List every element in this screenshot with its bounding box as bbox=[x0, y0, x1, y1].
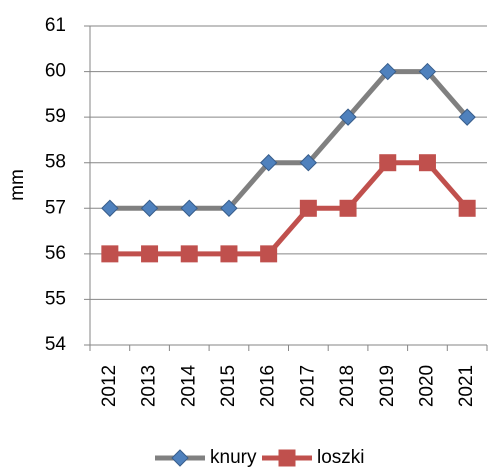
marker bbox=[379, 62, 397, 81]
y-tick-label: 57 bbox=[45, 197, 66, 218]
x-tick-label: 2013 bbox=[139, 365, 160, 407]
y-axis-label: mm bbox=[7, 169, 28, 201]
marker bbox=[101, 245, 119, 263]
y-tick-label: 56 bbox=[45, 243, 66, 264]
y-tick-label: 58 bbox=[45, 152, 66, 173]
marker bbox=[379, 154, 397, 172]
legend-label: loszki bbox=[317, 447, 365, 468]
marker bbox=[458, 199, 476, 217]
marker bbox=[140, 199, 159, 217]
y-tick-label: 55 bbox=[45, 288, 66, 309]
marker bbox=[180, 245, 198, 263]
y-tick-label: 59 bbox=[45, 106, 66, 127]
marker bbox=[299, 154, 318, 172]
series-line bbox=[109, 160, 470, 257]
legend-label: knury bbox=[210, 447, 257, 468]
x-tick-label: 2021 bbox=[456, 365, 477, 407]
marker bbox=[418, 62, 437, 81]
marker bbox=[101, 199, 119, 217]
x-tick-label: 2016 bbox=[258, 365, 279, 407]
marker bbox=[141, 245, 159, 263]
marker bbox=[278, 449, 296, 467]
y-tick-label: 60 bbox=[45, 61, 66, 82]
marker bbox=[418, 154, 436, 172]
marker bbox=[220, 199, 238, 217]
marker bbox=[171, 449, 189, 467]
x-tick-label: 2018 bbox=[337, 365, 358, 407]
marker bbox=[180, 199, 198, 217]
x-tick-label: 2012 bbox=[99, 365, 120, 407]
marker bbox=[259, 154, 278, 172]
x-tick-label: 2015 bbox=[218, 365, 239, 407]
marker bbox=[339, 199, 357, 217]
marker bbox=[220, 245, 238, 263]
marker bbox=[339, 108, 357, 126]
series-line bbox=[109, 69, 470, 211]
marker bbox=[458, 108, 476, 126]
y-tick-label: 54 bbox=[45, 334, 67, 355]
marker bbox=[299, 199, 317, 217]
x-tick-label: 2017 bbox=[297, 365, 318, 407]
marker bbox=[260, 245, 278, 263]
y-tick-label: 61 bbox=[45, 15, 66, 36]
x-tick-label: 2020 bbox=[416, 365, 437, 407]
x-tick-label: 2019 bbox=[377, 365, 398, 407]
x-tick-label: 2014 bbox=[178, 364, 199, 407]
